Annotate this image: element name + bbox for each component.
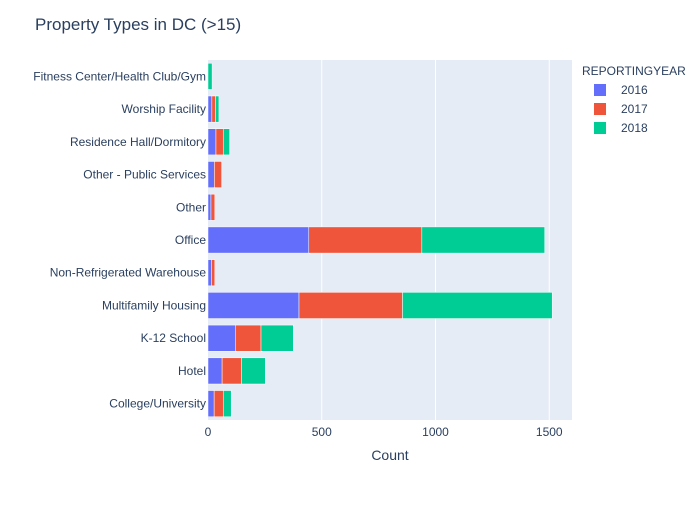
x-tick-label: 500 (312, 425, 332, 439)
y-tick-labels: College/University Hotel K-12 School Multif… (33, 69, 206, 410)
bar-segment[interactable] (421, 226, 545, 254)
x-tick-labels: 0 500 1000 1500 (205, 425, 563, 439)
bar-segment[interactable] (214, 161, 222, 188)
bar-segment[interactable] (402, 292, 553, 319)
bar-segment[interactable] (207, 292, 300, 319)
bar-segment[interactable] (207, 390, 215, 417)
bar-segment[interactable] (222, 390, 232, 417)
bar-segment[interactable] (207, 226, 310, 254)
x-axis-title: Count (371, 447, 408, 463)
legend-label[interactable]: 2017 (621, 102, 648, 116)
bar-segment[interactable] (207, 128, 217, 156)
bar-segment[interactable] (211, 95, 216, 123)
y-tick-label: Worship Facility (122, 102, 206, 116)
bar-segment[interactable] (298, 292, 403, 319)
bar-segment[interactable] (211, 259, 216, 287)
y-tick-label: Other (176, 200, 206, 214)
y-tick-label: Office (175, 233, 206, 247)
legend-label[interactable]: 2016 (621, 83, 648, 97)
bar-segment[interactable] (207, 259, 212, 287)
legend: REPORTINGYEAR 2016 2017 2018 (582, 64, 686, 135)
bar-segment[interactable] (221, 357, 242, 385)
bar-segment[interactable] (215, 95, 220, 123)
bar-segment[interactable] (207, 161, 215, 188)
x-tick-label: 1500 (536, 425, 563, 439)
bar-segment[interactable] (235, 324, 262, 352)
bar-segment[interactable] (222, 128, 230, 156)
bars (207, 63, 553, 417)
legend-swatch[interactable] (594, 103, 606, 115)
y-tick-label: Non-Refrigerated Warehouse (50, 266, 207, 280)
legend-title: REPORTINGYEAR (582, 64, 686, 78)
y-tick-label: Hotel (178, 364, 206, 378)
y-tick-label: College/University (109, 397, 206, 411)
bar-segment[interactable] (207, 357, 223, 385)
bar-segment[interactable] (210, 193, 216, 221)
legend-swatch[interactable] (594, 84, 606, 96)
bar-segment[interactable] (207, 324, 236, 352)
chart-title: Property Types in DC (>15) (35, 15, 241, 34)
y-tick-label: Other - Public Services (83, 168, 206, 182)
x-tick-label: 0 (205, 425, 212, 439)
y-tick-label: Multifamily Housing (102, 298, 206, 312)
bar-segment[interactable] (260, 324, 294, 352)
bar-segment[interactable] (241, 357, 266, 385)
bar-segment[interactable] (215, 128, 224, 156)
bar-segment[interactable] (207, 63, 213, 90)
legend-items: 2016 2017 2018 (594, 83, 648, 135)
bar-segment[interactable] (213, 390, 224, 417)
legend-label[interactable]: 2018 (621, 121, 648, 135)
y-tick-label: K-12 School (141, 331, 206, 345)
bar-segment[interactable] (207, 95, 213, 123)
x-tick-label: 1000 (422, 425, 449, 439)
y-tick-label: Residence Hall/Dormitory (70, 135, 206, 149)
y-tick-label: Fitness Center/Health Club/Gym (33, 69, 206, 83)
bar-segment[interactable] (207, 193, 212, 221)
legend-swatch[interactable] (594, 122, 606, 134)
bar-segment[interactable] (308, 226, 423, 254)
